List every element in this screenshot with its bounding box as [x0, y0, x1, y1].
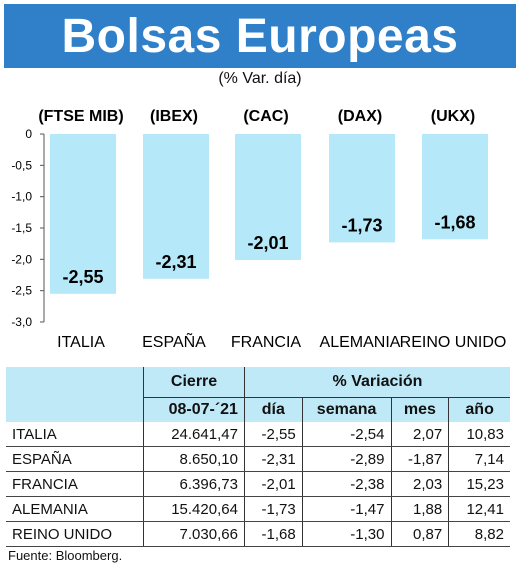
blank-subheader-cell — [6, 397, 144, 422]
bar-chart: 0 -0,5 -1,0 -1,5 -2,0 -2,5 -3,0 -2,55 (FTSE MIB)… — [11, 108, 507, 351]
page-title: Bolsas Europeas — [61, 9, 459, 63]
semana-cell: -1,30 — [301, 521, 391, 547]
cierre-cell: 15.420,64 — [143, 496, 245, 522]
anio-cell: 12,41 — [448, 496, 510, 522]
variacion-header: % Variación — [243, 367, 510, 398]
category-label: REINO UNIDO — [400, 334, 507, 351]
dia-cell: -2,55 — [243, 422, 303, 447]
y-tick-label: -3,0 — [11, 315, 32, 329]
anio-cell: 8,82 — [448, 521, 510, 547]
bar-value-label: -1,73 — [341, 215, 382, 235]
semana-cell: -2,54 — [301, 422, 391, 447]
cierre-header: Cierre — [143, 367, 245, 398]
mes-cell: 2,03 — [390, 471, 449, 497]
table-header-row: Cierre % Variación — [6, 367, 510, 398]
dia-cell: -1,68 — [243, 521, 303, 547]
table-row: ITALIA 24.641,47 -2,55 -2,54 2,07 10,83 — [6, 422, 510, 447]
dia-cell: -1,73 — [243, 496, 303, 522]
category-label: ESPAÑA — [142, 331, 206, 351]
mes-cell: 0,87 — [390, 521, 449, 547]
y-tick-label: -1,0 — [11, 190, 32, 204]
bar-value-label: -1,68 — [434, 212, 475, 232]
bar — [235, 134, 301, 260]
row-name: ITALIA — [6, 422, 144, 447]
bar — [50, 134, 116, 294]
index-label: (CAC) — [243, 108, 288, 125]
row-name: REINO UNIDO — [6, 521, 144, 547]
cierre-cell: 8.650,10 — [143, 446, 245, 472]
table-subheader-row: 08-07-´21 día semana mes año — [6, 397, 510, 422]
chart-subtitle: (% Var. día) — [218, 70, 302, 87]
index-label: (UKX) — [431, 108, 475, 125]
semana-cell: -2,89 — [301, 446, 391, 472]
source-note: Fuente: Bloomberg. — [8, 548, 123, 563]
y-tick-label: 0 — [25, 127, 32, 141]
table-row: FRANCIA 6.396,73 -2,01 -2,38 2,03 15,23 — [6, 471, 510, 497]
bar-value-label: -2,01 — [247, 233, 288, 253]
dia-cell: -2,01 — [243, 471, 303, 497]
bar — [143, 134, 209, 279]
y-tick-label: -2,0 — [11, 252, 32, 266]
mes-cell: 1,88 — [390, 496, 449, 522]
category-label: FRANCIA — [231, 334, 302, 351]
cierre-cell: 24.641,47 — [143, 422, 245, 447]
bar-value-label: -2,55 — [62, 267, 103, 287]
cierre-cell: 6.396,73 — [143, 471, 245, 497]
index-label: (FTSE MIB) — [38, 108, 123, 125]
y-tick-label: -2,5 — [11, 284, 32, 298]
bar — [422, 134, 488, 240]
category-label: ITALIA — [57, 334, 105, 351]
anio-header: año — [448, 397, 510, 422]
row-name: FRANCIA — [6, 471, 144, 497]
anio-cell: 7,14 — [448, 446, 510, 472]
semana-header: semana — [301, 397, 391, 422]
blank-header-cell — [6, 367, 144, 398]
bar-value-label: -2,31 — [155, 252, 196, 272]
table-row: ALEMANIA 15.420,64 -1,73 -1,47 1,88 12,4… — [6, 496, 510, 522]
table-row: REINO UNIDO 7.030,66 -1,68 -1,30 0,87 8,… — [6, 521, 510, 547]
mes-cell: -1,87 — [390, 446, 449, 472]
anio-cell: 10,83 — [448, 422, 510, 447]
y-tick-label: -0,5 — [11, 158, 32, 172]
bar — [329, 134, 395, 243]
anio-cell: 15,23 — [448, 471, 510, 497]
cierre-cell: 7.030,66 — [143, 521, 245, 547]
dia-header: día — [243, 397, 303, 422]
data-table: Cierre % Variación 08-07-´21 día semana … — [6, 367, 510, 547]
category-label: ALEMANIA — [320, 334, 401, 351]
row-name: ESPAÑA — [6, 446, 144, 472]
table-row: ESPAÑA 8.650,10 -2,31 -2,89 -1,87 7,14 — [6, 446, 510, 472]
mes-cell: 2,07 — [390, 422, 449, 447]
row-name: ALEMANIA — [6, 496, 144, 522]
y-tick-label: -1,5 — [11, 221, 32, 235]
index-label: (DAX) — [338, 108, 382, 125]
semana-cell: -2,38 — [301, 471, 391, 497]
semana-cell: -1,47 — [301, 496, 391, 522]
mes-header: mes — [390, 397, 449, 422]
title-bar: Bolsas Europeas — [4, 4, 516, 68]
dia-cell: -2,31 — [243, 446, 303, 472]
index-label: (IBEX) — [150, 108, 198, 125]
date-header: 08-07-´21 — [143, 397, 245, 422]
